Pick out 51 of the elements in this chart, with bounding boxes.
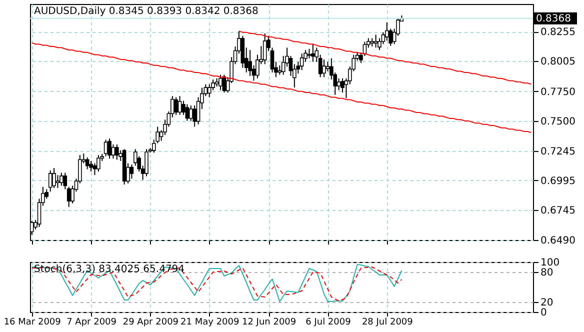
ref-line-label: 0.8368 bbox=[536, 13, 571, 24]
candlestick bbox=[178, 96, 182, 116]
candlestick bbox=[174, 96, 178, 116]
y-tick-label: 0.8005 bbox=[540, 56, 576, 68]
chart-title: AUDUSD,Daily 0.8345 0.8393 0.8342 0.8368 bbox=[34, 6, 258, 17]
x-tick-label: 16 Mar 2009 bbox=[4, 318, 62, 328]
candlestick bbox=[300, 53, 304, 71]
candlestick bbox=[56, 174, 60, 189]
candlestick bbox=[115, 144, 119, 160]
candlestick bbox=[48, 170, 52, 192]
x-tick-label: 29 Apr 2009 bbox=[122, 318, 179, 328]
y-tick-label: 0.6745 bbox=[540, 205, 576, 216]
candlestick bbox=[60, 172, 64, 186]
candlestick bbox=[218, 74, 222, 91]
y-tick-label: 0.7245 bbox=[540, 146, 576, 158]
x-tick-label: 6 Jul 2009 bbox=[306, 318, 352, 328]
candlestick bbox=[192, 104, 196, 128]
candlestick bbox=[104, 139, 108, 157]
candlestick bbox=[326, 61, 330, 72]
candlestick bbox=[336, 78, 341, 91]
y-tick-label: 80 bbox=[540, 268, 554, 278]
y-tick-label: 0.7500 bbox=[540, 116, 576, 128]
candlestick bbox=[185, 104, 190, 122]
candlestick bbox=[144, 148, 148, 177]
candlestick bbox=[96, 154, 100, 172]
y-tick-label: 0.8255 bbox=[540, 27, 576, 38]
x-tick-label: 21 May 2009 bbox=[180, 318, 240, 328]
y-tick-label: 0 bbox=[540, 308, 547, 318]
candlestick bbox=[385, 22, 389, 42]
candlestick bbox=[52, 168, 56, 189]
candlestick bbox=[89, 160, 93, 172]
candlestick bbox=[374, 34, 378, 48]
x-tick-label: 28 Jul 2009 bbox=[362, 318, 414, 328]
y-tick-label: 0.7750 bbox=[540, 86, 576, 98]
candlestick bbox=[262, 33, 267, 65]
y-tick-label: 100 bbox=[540, 258, 560, 268]
candlestick bbox=[108, 138, 112, 160]
line-series bbox=[31, 42, 532, 134]
x-tick-label: 7 Apr 2009 bbox=[66, 318, 117, 328]
line-series bbox=[238, 30, 532, 85]
candlestick bbox=[111, 144, 116, 160]
y-tick-label: 0.6995 bbox=[540, 176, 576, 187]
candlestick bbox=[207, 84, 212, 98]
y-tick-label: 20 bbox=[540, 298, 554, 308]
candlestick bbox=[248, 50, 252, 76]
candlestick bbox=[322, 58, 326, 78]
x-tick-label: 12 Jun 2009 bbox=[242, 318, 296, 328]
candlestick bbox=[130, 164, 134, 180]
candlestick bbox=[188, 104, 193, 122]
candlestick bbox=[85, 156, 90, 170]
y-tick-label: 0.6490 bbox=[540, 236, 576, 246]
